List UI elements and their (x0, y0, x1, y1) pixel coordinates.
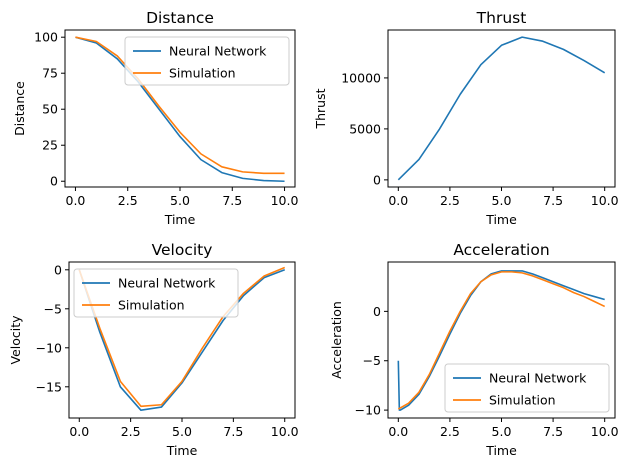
distance-x-tick-label: 5.0 (170, 193, 190, 208)
acceleration-y-tick-label: −5 (363, 353, 381, 368)
acceleration-x-axis-label: Time (485, 443, 517, 458)
thrust-y-tick-label: 5000 (349, 121, 381, 136)
velocity-legend: Neural Network Simulation (73, 268, 239, 318)
velocity-x-tick-label: 2.5 (121, 424, 141, 439)
velocity-y-tick-label: −5 (44, 301, 62, 316)
acceleration-legend: Neural Network Simulation (444, 363, 610, 413)
velocity-x-tick-label: 10.0 (271, 424, 299, 439)
distance-y-tick-label: 50 (42, 102, 58, 117)
velocity-legend-box (73, 268, 239, 318)
velocity-y-tick-label: 0 (54, 262, 62, 277)
distance-x-tick-label: 7.5 (222, 193, 242, 208)
acceleration-x-tick-label: 0.0 (388, 424, 408, 439)
acceleration-y-tick-label: 0 (373, 304, 381, 319)
acceleration-y-tick-label: −10 (355, 403, 381, 418)
acceleration-legend-label: Simulation (489, 393, 556, 408)
thrust-x-tick-label: 7.5 (543, 193, 563, 208)
velocity-legend-label: Neural Network (118, 276, 216, 291)
acceleration-panel: 0.0 2.5 5.0 7.5 10.0 0 −5 −10 Acceleration Time Ac… (329, 241, 619, 458)
velocity-x-tick-label: 5.0 (172, 424, 192, 439)
velocity-x-axis-label: Time (166, 443, 198, 458)
velocity-series-simulation-line (78, 266, 286, 408)
distance-series-simulation-line (75, 36, 285, 175)
distance-legend-box (124, 36, 290, 86)
thrust-title: Thrust (476, 9, 527, 27)
thrust-axes-frame (387, 29, 616, 188)
velocity-series-neural-network-line (78, 269, 286, 412)
acceleration-legend-label: Neural Network (489, 371, 587, 386)
distance-panel: 0.0 2.5 5.0 7.5 10.0 0 25 50 75 100 Distance Time Di… (12, 9, 299, 227)
distance-title: Distance (146, 9, 214, 27)
velocity-title: Velocity (152, 241, 213, 259)
acceleration-y-axis-label: Acceleration (329, 301, 344, 379)
thrust-series-0-line (397, 36, 606, 181)
velocity-y-tick-label: −10 (36, 340, 62, 355)
velocity-y-tick-label: −15 (36, 379, 62, 394)
distance-series-neural-network-line (75, 36, 285, 183)
distance-y-tick-label: 75 (42, 66, 58, 81)
distance-legend-label: Simulation (169, 66, 236, 81)
acceleration-x-tick-label: 10.0 (591, 424, 619, 439)
velocity-x-tick-label: 7.5 (223, 424, 243, 439)
thrust-x-axis-label: Time (485, 212, 517, 227)
thrust-y-tick-label: 0 (373, 172, 381, 187)
thrust-x-tick-label: 0.0 (388, 193, 408, 208)
thrust-y-axis-label: Thrust (313, 88, 328, 129)
acceleration-x-tick-label: 5.0 (492, 424, 512, 439)
thrust-x-tick-label: 5.0 (492, 193, 512, 208)
thrust-x-tick-label: 10.0 (591, 193, 619, 208)
distance-y-tick-label: 0 (50, 174, 58, 189)
thrust-y-tick-label: 10000 (341, 70, 381, 85)
distance-x-axis-label: Time (164, 212, 196, 227)
thrust-panel: 0.0 2.5 5.0 7.5 10.0 0 5000 10000 Thrust Time Thru… (313, 9, 619, 227)
distance-x-tick-label: 10.0 (271, 193, 299, 208)
acceleration-x-tick-label: 2.5 (440, 424, 460, 439)
acceleration-legend-box (444, 363, 610, 413)
acceleration-title: Acceleration (453, 241, 549, 259)
acceleration-x-tick-label: 7.5 (543, 424, 563, 439)
velocity-legend-label: Simulation (118, 298, 185, 313)
velocity-panel: 0.0 2.5 5.0 7.5 10.0 0 −5 −10 −15 Velocity Time Vel… (8, 241, 299, 458)
acceleration-series-simulation-line (397, 271, 606, 410)
acceleration-series-neural-network-line (397, 270, 605, 411)
velocity-y-axis-label: Velocity (8, 315, 23, 365)
distance-y-tick-label: 25 (42, 138, 58, 153)
velocity-x-tick-label: 0.0 (69, 424, 89, 439)
distance-legend-label: Neural Network (169, 44, 267, 59)
distance-y-axis-label: Distance (12, 81, 27, 136)
distance-y-tick-label: 100 (34, 30, 58, 45)
distance-legend: Neural Network Simulation (124, 36, 290, 86)
thrust-x-tick-label: 2.5 (440, 193, 460, 208)
distance-x-tick-label: 2.5 (118, 193, 138, 208)
distance-x-tick-label: 0.0 (66, 193, 86, 208)
